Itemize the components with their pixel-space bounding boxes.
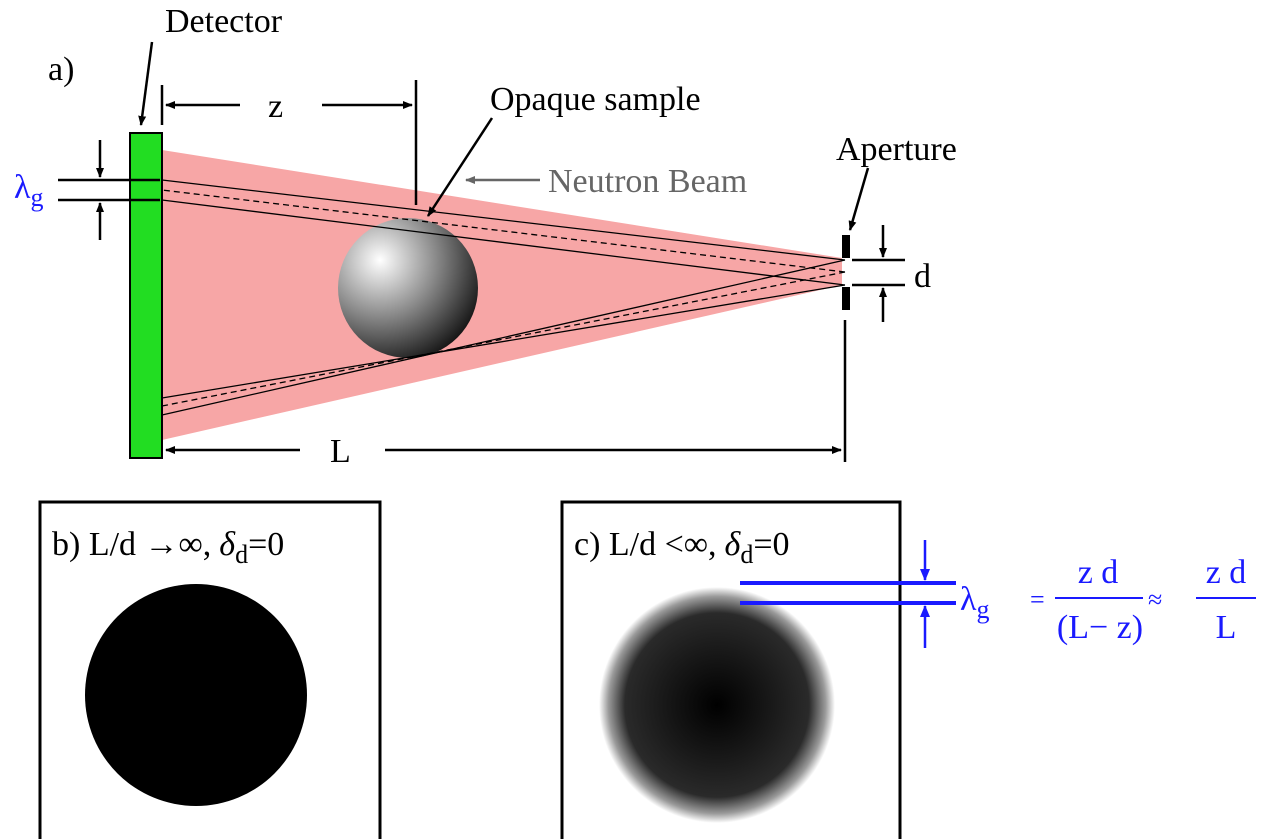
panel-c: c) L/d <∞,δd=0 [562,502,956,839]
lambda: λ [960,581,977,618]
delta: δ [219,526,236,563]
delta-sub: d [235,540,248,569]
lambda-label: λg [14,169,44,212]
sharp-shadow [85,584,307,806]
panel-a: a) Detector z Opaque sample Neutron Beam… [14,3,957,470]
formula: λg = z d (L− z) ≈ z d L [960,554,1256,646]
delta-sub: d [740,540,753,569]
aperture-label: Aperture [836,131,957,168]
aperture-top [842,235,850,258]
sample-sphere [338,218,478,358]
detector-label: Detector [165,3,283,40]
panel-label: c) L/d <∞,δd=0 [574,526,790,569]
sample-label: Opaque sample [490,81,701,118]
lambda: λ [14,169,31,206]
equals: =0 [753,526,789,563]
label-text: c) L/d <∞, [574,526,717,563]
beam-label: Neutron Beam [548,163,747,200]
label-text: b) L/d →∞, [52,526,211,563]
equals: = [1030,585,1045,614]
equals: =0 [248,526,284,563]
L-label: L [330,433,351,470]
panel-label: a) [48,51,74,88]
diagram: a) Detector z Opaque sample Neutron Beam… [0,0,1281,839]
delta: δ [725,526,742,563]
formula-lambda: λg [960,581,990,624]
arrow [850,168,868,230]
arrow [141,42,152,125]
denominator2: L [1216,609,1237,646]
panel-label: b) L/d →∞,δd=0 [52,526,284,569]
d-label: d [914,258,931,295]
detector [130,133,162,458]
z-label: z [268,88,283,125]
denominator: (L− z) [1057,609,1143,646]
aperture-bottom [842,287,850,310]
approx: ≈ [1148,585,1162,614]
numerator: z d [1078,554,1119,591]
lambda-sub: g [31,183,44,212]
blurred-shadow [599,587,835,823]
panel-b: b) L/d →∞,δd=0 [40,502,380,839]
numerator2: z d [1206,554,1247,591]
lambda-sub: g [977,595,990,624]
